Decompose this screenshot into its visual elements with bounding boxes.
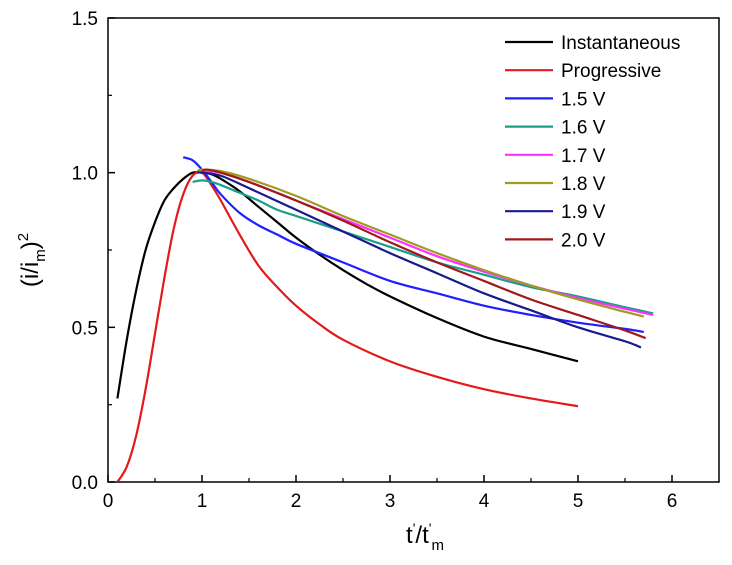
legend-label-1-8-v: 1.8 V: [561, 174, 606, 195]
x-axis-title-slash: /t: [415, 522, 429, 549]
legend-label-instantaneous: Instantaneous: [561, 33, 680, 54]
x-tick-label: 4: [479, 491, 490, 512]
x-tick-label: 1: [197, 491, 208, 512]
x-axis-title: t'/t'm: [406, 520, 444, 554]
series-line-1-9-v: [197, 171, 642, 349]
y-axis-title-close: ): [17, 241, 44, 249]
y-axis-title-sup: 2: [15, 233, 32, 241]
x-axis-title-prime1: ': [413, 520, 416, 536]
series-layer: [116, 156, 654, 482]
plot-area-border: [107, 17, 720, 483]
y-tick-label: 0.0: [72, 473, 98, 494]
x-axis-title-main: t: [406, 522, 413, 549]
legend-label-1-7-v: 1.7 V: [561, 146, 606, 167]
x-tick-label: 6: [667, 491, 678, 512]
ticks-layer: 0 1 2 3 4 5 6 0.0 0.5 1.0 1.5: [72, 9, 678, 512]
series-line-2-0-v: [201, 168, 647, 340]
y-tick-label: 1.5: [72, 9, 98, 30]
legend-label-2-0-v: 2.0 V: [561, 230, 606, 251]
series-line-progressive: [116, 170, 579, 482]
y-tick-label: 0.5: [72, 318, 98, 339]
legend: Instantaneous Progressive 1.5 V 1.6 V 1.7 V 1…: [505, 33, 680, 251]
series-line-instantaneous: [116, 171, 579, 399]
series-line-1-8-v: [196, 168, 645, 318]
y-axis-title-sub: m: [32, 249, 49, 262]
legend-label-1-6-v: 1.6 V: [561, 118, 606, 139]
x-tick-label: 0: [103, 491, 114, 512]
x-axis-title-sub: m: [431, 537, 444, 554]
series-line-1-5-v: [182, 156, 644, 334]
y-axis-title-open: (i/i: [17, 262, 44, 287]
legend-label-progressive: Progressive: [561, 61, 661, 82]
legend-label-1-5-v: 1.5 V: [561, 89, 606, 110]
plot-frame: [107, 17, 720, 483]
y-tick-label: 1.0: [72, 164, 98, 185]
x-tick-label: 5: [573, 491, 584, 512]
legend-label-1-9-v: 1.9 V: [561, 202, 606, 223]
x-axis-title-prime2: ': [429, 520, 432, 536]
x-tick-label: 2: [291, 491, 302, 512]
y-axis-title: (i/im)2: [15, 233, 49, 287]
x-tick-label: 3: [385, 491, 396, 512]
